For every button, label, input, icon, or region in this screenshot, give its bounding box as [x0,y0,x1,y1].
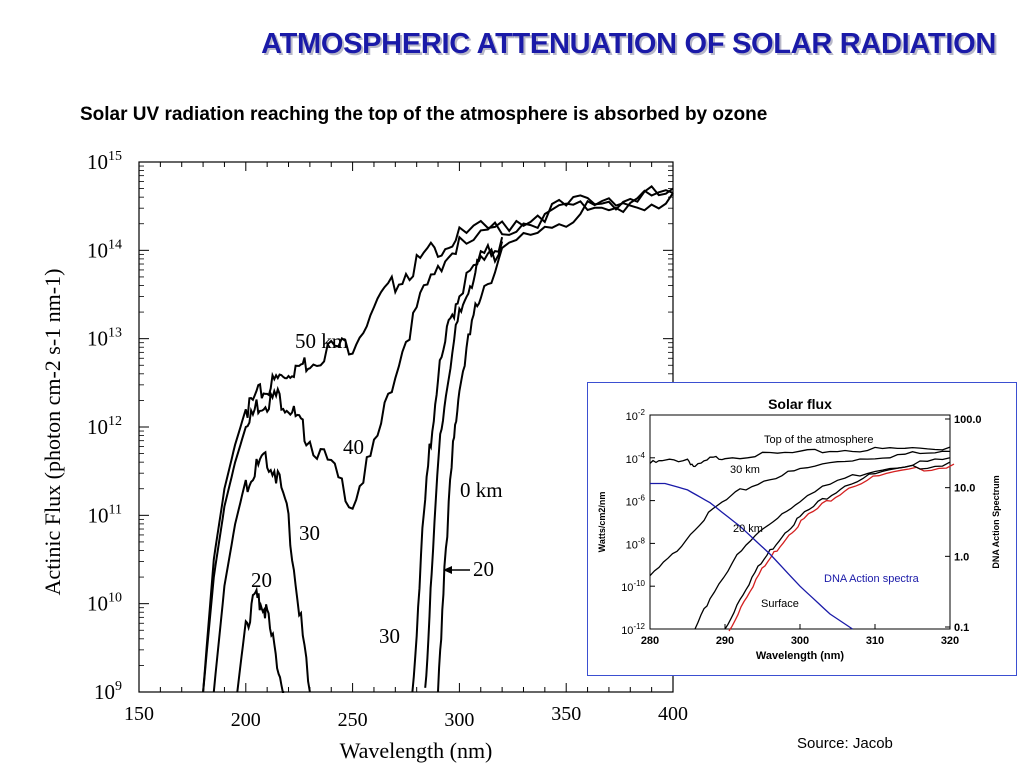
page-subtitle: Solar UV radiation reaching the top of t… [80,104,768,125]
series-line [424,241,504,688]
series-label: 40 [343,435,364,459]
series-line [437,192,674,693]
inset-x-tick-label: 310 [866,635,884,647]
inset-chart-frame: Solar flux 280 290 300 310 320 10-2 10-4 10-6 10-… [587,382,1017,676]
y-tick-label: 1014 [87,237,122,262]
inset-series-label: Top of the atmosphere [764,434,873,446]
x-tick-label: 350 [551,703,581,725]
inset-y-tick-label: 10-8 [626,536,646,551]
series-label: 0 km [460,478,503,502]
inset-y-tick-label: 10-10 [621,579,645,594]
inset-x-tick-label: 290 [716,635,734,647]
y-tick-label: 1015 [87,149,122,174]
inset-series-label: Surface [761,598,799,610]
y-tick-label: 1013 [87,326,122,351]
y-tick-label: 1011 [88,502,122,527]
inset-y-axis-title: Watts/cm2/nm [597,492,607,553]
inset-series-line [649,450,951,577]
annotation-arrowhead [443,566,452,574]
inset-x-axis-title: Wavelength (nm) [756,650,845,662]
inset-y-tick-label: 10-4 [626,451,646,466]
x-tick-label: 300 [444,709,474,731]
inset-y-tick-label: 10-6 [626,494,646,509]
inset-y-tick-label: 10-12 [621,622,645,637]
x-tick-label: 250 [338,709,368,731]
inset-series-label: 20 km [733,523,763,535]
x-tick-label: 200 [231,709,261,731]
inset-chart: Solar flux 280 290 300 310 320 10-2 10-4 10-6 10-… [597,396,1001,662]
x-axis-title: Wavelength (nm) [340,738,493,763]
y-tick-label: 1010 [87,591,122,616]
source-credit: Source: Jacob [797,735,893,752]
y-tick-label: 1012 [87,414,122,439]
inset-x-tick-label: 280 [641,635,659,647]
inset-y-tick-label: 10-2 [626,408,646,423]
inset-x-tick-label: 300 [791,635,809,647]
series-line [202,189,674,693]
inset-y-tick-label-right: 100.0 [954,414,982,426]
inset-series-line-red [728,463,955,632]
inset-x-tick-label: 320 [941,635,959,647]
series-line [212,450,311,693]
inset-series-line [650,482,853,630]
series-label: 50 km [295,329,348,353]
inset-series-label: DNA Action spectra [824,573,920,585]
series-line [411,236,504,693]
series-line [202,185,674,693]
inset-y-tick-label-right: 10.0 [954,483,975,495]
inset-series-line [649,446,951,468]
series-label: 30 [379,624,400,648]
inset-title: Solar flux [768,396,832,412]
series-line [236,586,285,693]
series-label: 20 [473,557,494,581]
series-label: 20 [251,568,272,592]
inset-y-tick-label-right: 0.1 [954,622,969,634]
x-tick-label: 400 [658,703,688,725]
y-tick-label: 109 [94,679,122,704]
inset-series-label: 30 km [730,464,760,476]
series-label: 30 [299,521,320,545]
inset-series-line [724,461,951,630]
page-title: ATMOSPHERIC ATTENUATION OF SOLAR RADIATI… [261,28,996,60]
inset-y-axis-title-right: DNA Action Spectrum [991,475,1001,568]
y-axis-title: Actinic Flux (photon cm-2 s-1 nm-1) [40,269,65,596]
x-tick-label: 150 [124,703,154,725]
main-chart: 150 200 250 300 350 400 109 1010 1011 1012 1013 101… [40,149,688,763]
inset-y-tick-label-right: 1.0 [954,551,969,563]
inset-series-line [694,457,951,630]
